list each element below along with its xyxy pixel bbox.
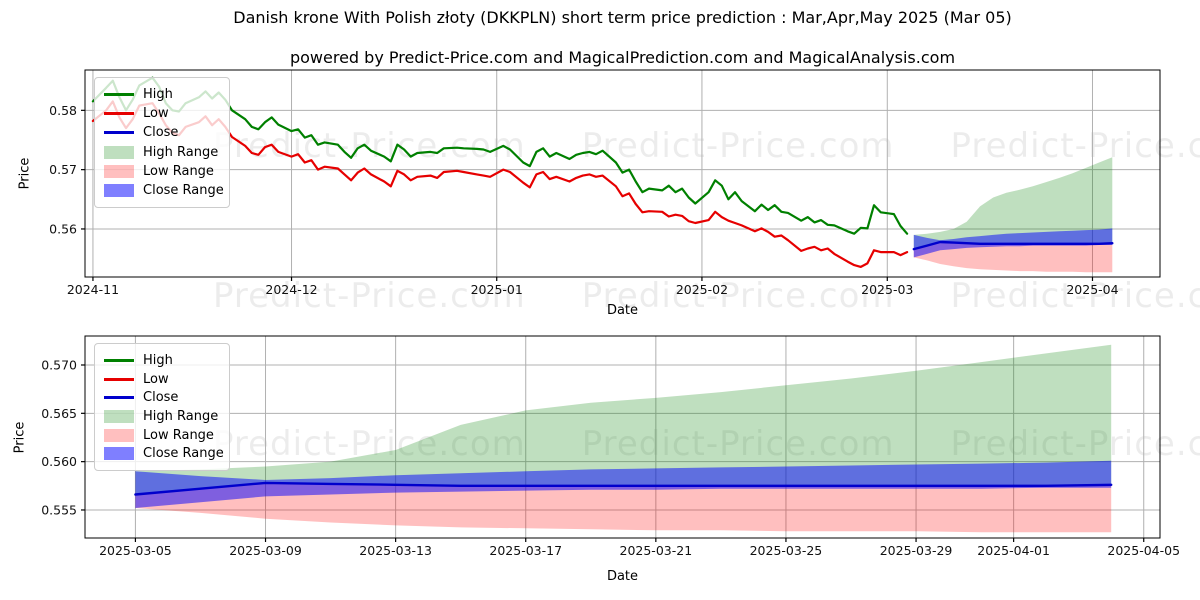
high-range-swatch-icon: [104, 409, 134, 423]
legend-label-low: Low: [143, 106, 169, 122]
watermark-text: Predict-Price.com: [581, 126, 895, 166]
x-tick-label: 2025-04: [1066, 282, 1118, 297]
x-tick-label: 2025-03-29: [880, 543, 953, 558]
x-tick-label: 2025-03-05: [99, 543, 172, 558]
high-line-swatch-icon: [104, 358, 134, 362]
legend-item-low-range: Low Range: [104, 162, 219, 181]
y-tick-label: 0.560: [41, 454, 77, 469]
legend-item-high-range: High Range: [104, 407, 219, 426]
x-tick-label: 2025-03-25: [750, 543, 823, 558]
x-tick-label: 2024-12: [265, 282, 317, 297]
watermark-text: Predict-Price.com: [950, 276, 1200, 316]
low-line-swatch-icon: [104, 112, 134, 116]
watermark-text: Predict-Price.com: [213, 424, 526, 464]
legend-label-high-range: High Range: [143, 144, 219, 160]
x-tick-label: 2025-03-09: [229, 543, 302, 558]
bottom-chart-x-axis-label: Date: [606, 569, 639, 584]
watermark-text: Predict-Price.com: [582, 424, 895, 464]
watermark-row-bottom: Predict-Price.com Predict-Price.com Predic…: [213, 424, 1200, 464]
x-tick-label: 2025-03-21: [620, 543, 693, 558]
watermark-row-top: Predict-Price.com Predict-Price.com Predic…: [213, 126, 1200, 166]
x-tick-label: 2025-04-01: [977, 543, 1050, 558]
bottom-chart-y-axis-label: Price: [12, 421, 28, 454]
top-chart-y-axis-label: Price: [17, 157, 33, 190]
legend-label-close: Close: [143, 125, 179, 141]
x-tick-label: 2025-02: [676, 282, 728, 297]
close-range-area: [135, 460, 1112, 508]
page-title: Danish krone With Polish złoty (DKKPLN) …: [233, 8, 1012, 27]
watermark-text: Predict-Price.com: [951, 424, 1200, 464]
legend-label-low: Low: [143, 371, 169, 387]
y-tick-label: 0.56: [49, 221, 77, 236]
close-line-swatch-icon: [104, 131, 134, 135]
chart-forecast-detail: 2025-03-05 2025-03-09 2025-03-13 2025-03-17…: [41, 335, 1180, 558]
legend-item-close: Close: [104, 123, 219, 142]
legend-label-low-range: Low Range: [143, 163, 214, 179]
x-tick-label: 2025-04-05: [1107, 543, 1180, 558]
legend-label-low-range: Low Range: [143, 427, 214, 443]
high-line-swatch-icon: [104, 93, 134, 97]
top-chart-x-axis-label: Date: [606, 303, 639, 318]
x-tick-label: 2025-01: [471, 282, 523, 297]
watermark-row-middle: Predict-Price.com Predict-Price.com Predic…: [213, 276, 1200, 316]
x-tick-label: 2025-03-13: [359, 543, 432, 558]
low-range-area: [135, 482, 1112, 533]
close-range-swatch-icon: [104, 183, 134, 197]
legend-label-high: High: [143, 352, 173, 368]
chart-history-with-forecast: 2024-11 2024-12 2025-01 2025-02 2025-03 2025-…: [49, 69, 1161, 297]
watermark-text: Predict-Price.com: [950, 126, 1200, 166]
legend-label-high-range: High Range: [143, 408, 219, 424]
y-tick-label: 0.565: [41, 406, 77, 421]
y-tick-label: 0.555: [41, 502, 77, 517]
legend-item-low-range: Low Range: [104, 426, 219, 445]
legend-item-high: High: [104, 85, 219, 104]
legend-item-low: Low: [104, 104, 219, 123]
legend-label-close: Close: [143, 390, 179, 406]
close-line: [134, 481, 1113, 496]
low-range-swatch-icon: [104, 428, 134, 442]
legend-label-close-range: Close Range: [143, 182, 224, 198]
legend-item-low: Low: [104, 370, 219, 389]
top-chart-legend: High Low Close High Range Low Range Clos…: [94, 77, 230, 208]
y-tick-label: 0.57: [49, 162, 77, 177]
high-range-area: [913, 157, 1113, 250]
x-tick-label: 2025-03: [861, 282, 913, 297]
high-range-area: [135, 344, 1112, 495]
legend-item-close-range: Close Range: [104, 444, 224, 463]
low-range-swatch-icon: [104, 164, 134, 178]
low-line-swatch-icon: [104, 377, 134, 381]
close-line-swatch-icon: [104, 396, 134, 400]
legend-item-close: Close: [104, 388, 219, 407]
legend-item-high-range: High Range: [104, 143, 219, 162]
watermark-text: Predict-Price.com: [213, 276, 526, 316]
legend-label-high: High: [143, 87, 173, 103]
bottom-chart-legend: High Low Close High Range Low Range Clos…: [94, 343, 230, 471]
plot-border: [84, 335, 1161, 539]
close-range-swatch-icon: [104, 447, 134, 461]
x-tick-label: 2025-03-17: [489, 543, 562, 558]
y-tick-label: 0.58: [49, 103, 77, 118]
legend-label-close-range: Close Range: [143, 446, 224, 462]
legend-item-high: High: [104, 351, 219, 370]
y-tick-label: 0.570: [41, 357, 77, 372]
plot-border: [84, 69, 1161, 278]
page-subtitle: powered by Predict-Price.com and Magical…: [289, 48, 956, 67]
high-range-swatch-icon: [104, 145, 134, 159]
legend-item-close-range: Close Range: [104, 181, 224, 200]
close-line: [912, 240, 1114, 251]
x-tick-label: 2024-11: [67, 282, 119, 297]
watermark-text: Predict-Price.com: [581, 276, 895, 316]
low-range-area: [913, 242, 1113, 273]
